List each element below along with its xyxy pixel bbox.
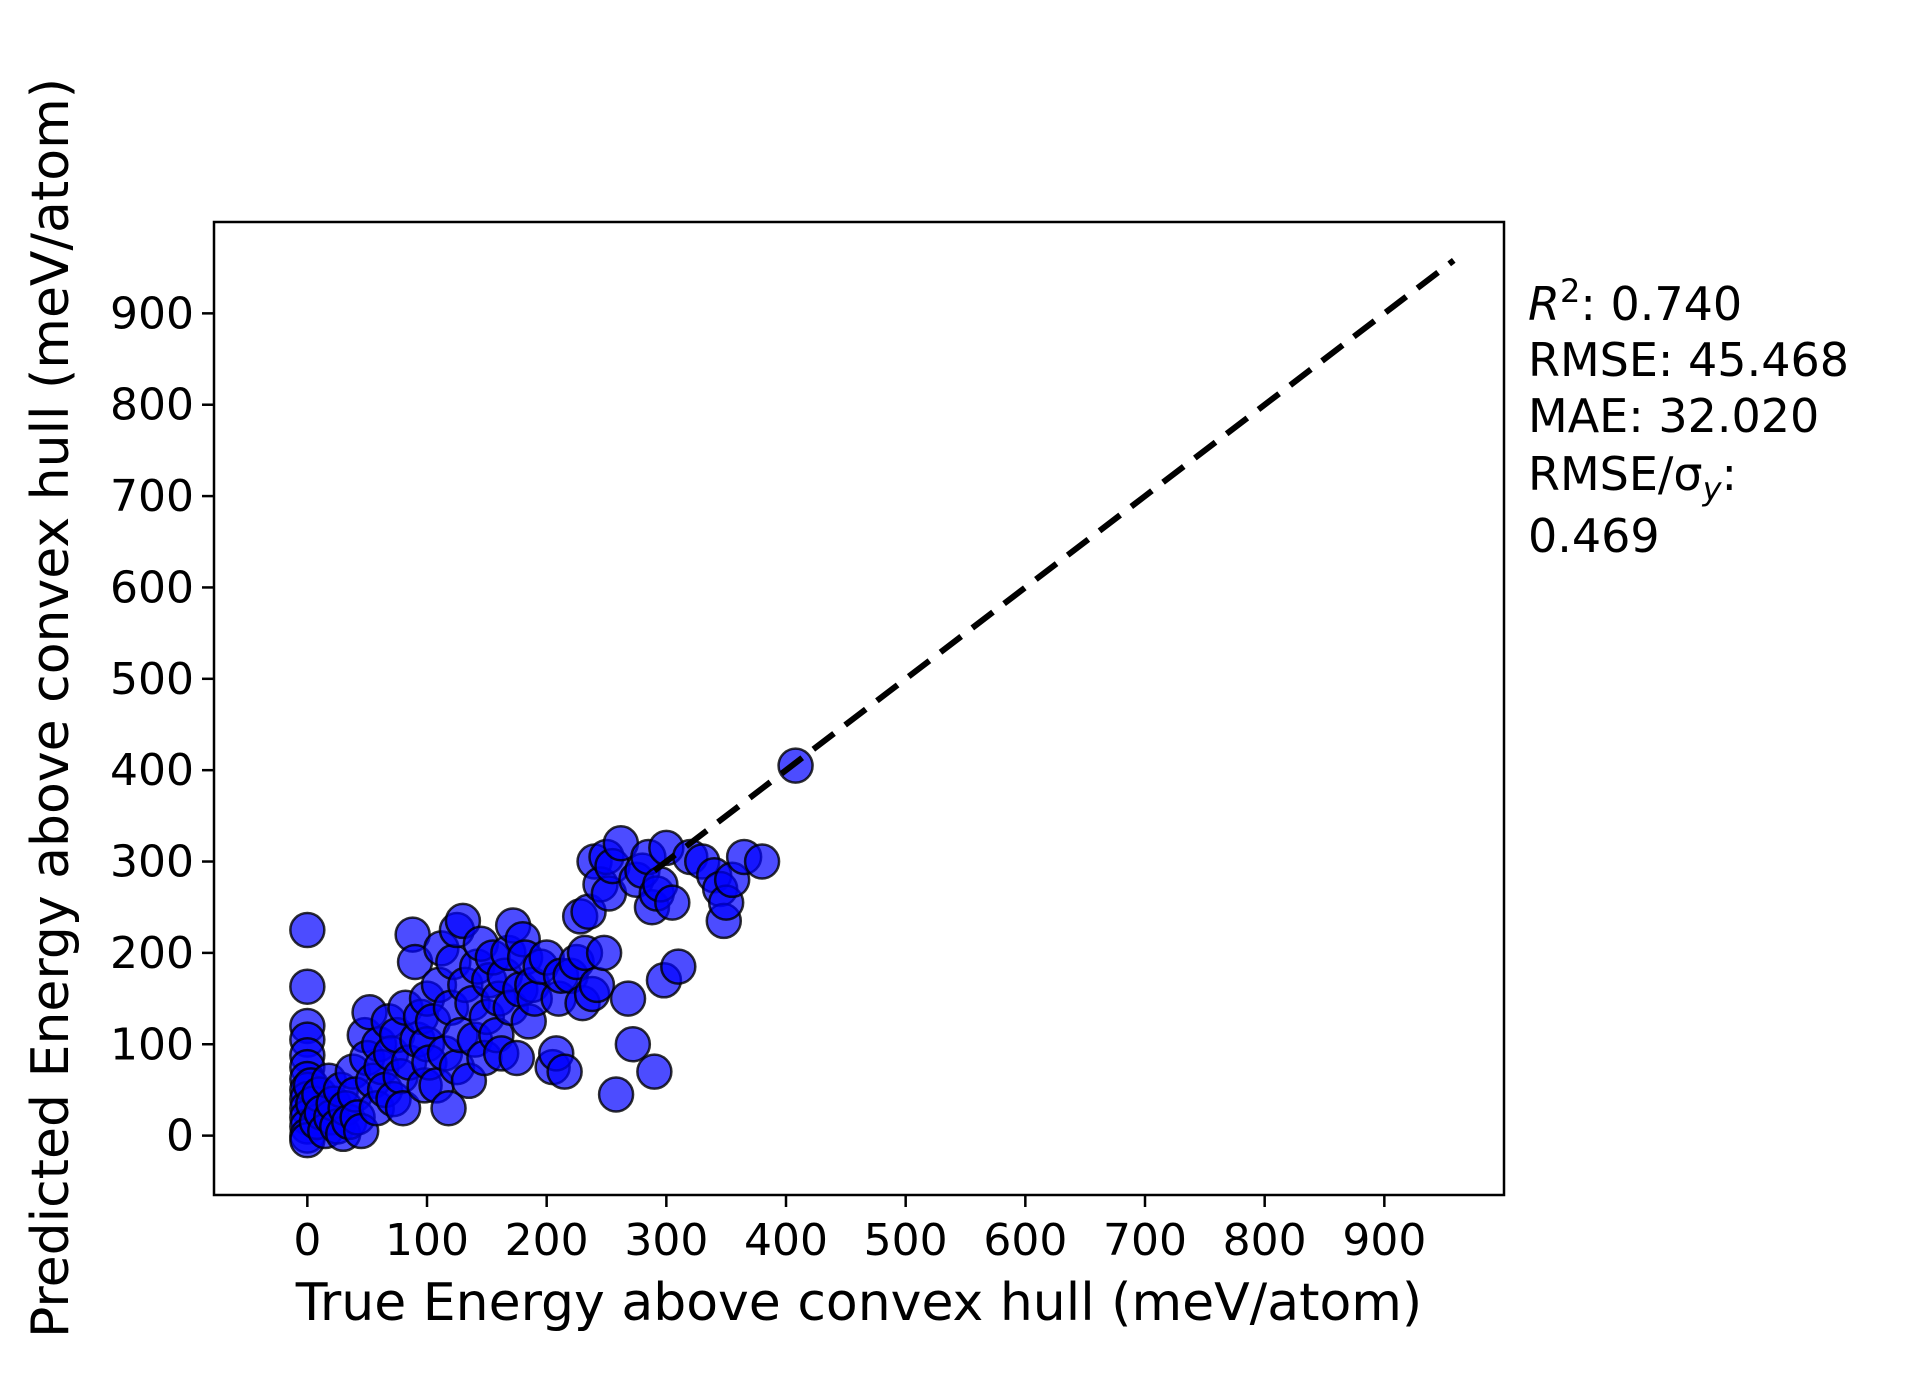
- x-axis-ticks: 0 100 200 300 400 500 600 700 800 900: [293, 1195, 1426, 1266]
- x-tick-label: 100: [385, 1215, 469, 1266]
- identity-reference-line: [652, 257, 1456, 874]
- data-point: [585, 934, 623, 972]
- x-tick-label: 400: [744, 1215, 828, 1266]
- data-point: [636, 1053, 673, 1090]
- data-point: [609, 980, 647, 1017]
- data-points: [289, 747, 814, 1159]
- x-tick-label: 200: [505, 1215, 589, 1266]
- y-tick-label: 400: [110, 745, 194, 796]
- data-point: [578, 966, 616, 1004]
- data-point: [498, 1039, 536, 1077]
- data-point: [546, 1053, 583, 1090]
- data-point: [614, 1026, 652, 1063]
- data-point: [289, 968, 326, 1005]
- y-tick-label: 0: [166, 1111, 194, 1162]
- data-point: [597, 1076, 635, 1113]
- y-tick-label: 700: [110, 471, 194, 522]
- data-point: [743, 843, 781, 880]
- x-tick-label: 700: [1103, 1215, 1187, 1266]
- x-tick-label: 900: [1342, 1215, 1426, 1266]
- stats-r2-value: : 0.740: [1580, 277, 1742, 331]
- y-tick-label: 100: [110, 1019, 194, 1070]
- stats-mae: MAE: 32.020: [1528, 389, 1819, 443]
- y-tick-label: 800: [110, 380, 194, 431]
- stats-r2-sup: 2: [1560, 272, 1580, 310]
- data-point: [430, 1089, 467, 1127]
- stats-rmse-sigma-colon: :: [1722, 447, 1738, 501]
- y-axis-label: Predicted Energy above convex hull (meV/…: [21, 78, 81, 1338]
- y-axis-ticks: 0 100 200 300 400 500 600 700 800 900: [110, 288, 214, 1162]
- plot-frame: [212, 220, 1506, 1197]
- y-tick-label: 200: [110, 928, 194, 979]
- x-tick-label: 300: [624, 1215, 708, 1266]
- stats-rmse-sigma-value: 0.469: [1528, 509, 1660, 563]
- stats-annotation: R2: 0.740 RMSE: 45.468 MAE: 32.020 RMSE/…: [1528, 272, 1849, 563]
- data-point: [289, 911, 326, 949]
- stats-r2-label: R: [1528, 277, 1560, 331]
- y-tick-label: 600: [110, 562, 194, 613]
- x-tick-label: 600: [983, 1215, 1067, 1266]
- stats-rmse: RMSE: 45.468: [1528, 333, 1849, 387]
- stats-rmse-sigma-sub: y: [1702, 470, 1723, 508]
- y-tick-label: 500: [110, 654, 194, 705]
- y-tick-label: 900: [110, 288, 194, 339]
- x-tick-label: 800: [1223, 1215, 1307, 1266]
- stats-r2: R2: 0.740: [1528, 272, 1742, 331]
- stats-rmse-sigma-label: RMSE/σ: [1528, 447, 1703, 501]
- x-tick-label: 0: [293, 1215, 321, 1266]
- data-point: [660, 948, 697, 985]
- data-point: [384, 1089, 422, 1127]
- data-point: [654, 884, 691, 921]
- x-axis-label: True Energy above convex hull (meV/atom): [295, 1273, 1422, 1333]
- y-tick-label: 300: [110, 837, 194, 888]
- x-tick-label: 500: [864, 1215, 948, 1266]
- stats-rmse-sigma: RMSE/σy:: [1528, 447, 1737, 508]
